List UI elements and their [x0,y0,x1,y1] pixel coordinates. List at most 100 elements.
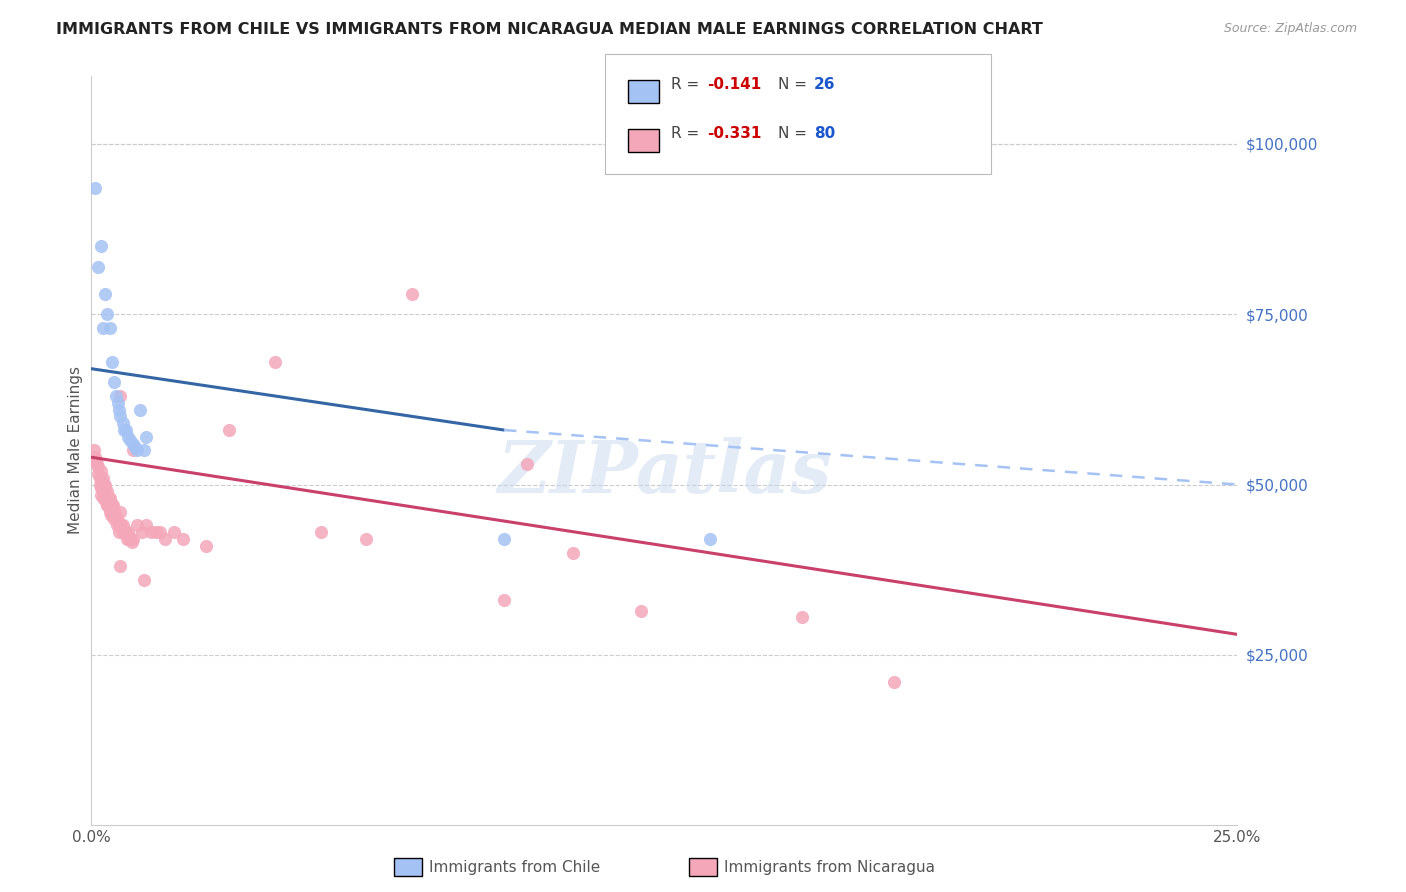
Point [121,443,143,458]
Point [110,389,132,403]
Point [492,593,515,607]
Point [105,511,128,525]
Point [101,355,124,369]
Text: IMMIGRANTS FROM CHILE VS IMMIGRANTS FROM NICARAGUA MEDIAN MALE EARNINGS CORRELAT: IMMIGRANTS FROM CHILE VS IMMIGRANTS FROM… [56,22,1043,37]
Point [309,525,332,540]
Point [97,491,120,505]
Text: 80: 80 [814,127,835,141]
Point [127,518,149,533]
Text: Immigrants from Chile: Immigrants from Chile [429,860,600,874]
Point [107,515,129,529]
Point [149,525,172,540]
Point [132,443,155,458]
Point [115,532,138,546]
Text: Immigrants from Nicaragua: Immigrants from Nicaragua [724,860,935,874]
Point [120,434,142,448]
Point [104,389,127,403]
Point [93,484,115,499]
Point [561,546,583,560]
Point [111,518,134,533]
Point [194,539,217,553]
Point [145,525,167,540]
Point [84,181,107,195]
Point [172,532,194,546]
Point [90,464,112,478]
Point [98,491,121,505]
Point [90,488,112,502]
Point [86,457,108,471]
Point [91,477,114,491]
Text: R =: R = [671,78,704,92]
Point [83,443,105,458]
Point [94,484,117,499]
Point [120,532,142,546]
Point [108,518,131,533]
Point [110,409,132,424]
Text: -0.331: -0.331 [707,127,762,141]
Point [153,532,176,546]
Point [111,525,134,540]
Point [84,453,107,467]
Point [111,416,134,430]
Text: ZIPatlas: ZIPatlas [498,437,831,508]
Point [114,525,136,540]
Point [91,471,114,485]
Point [118,532,141,546]
Point [108,559,131,574]
Point [91,321,114,335]
Point [87,467,110,482]
Point [103,376,125,390]
Point [87,260,110,274]
Point [117,430,139,444]
Point [112,525,135,540]
Point [132,573,155,587]
Point [90,239,112,253]
Point [103,505,125,519]
Point [121,535,143,549]
Point [101,505,124,519]
Point [108,402,131,417]
Point [91,484,114,499]
Point [96,498,118,512]
Point [90,474,112,488]
Point [516,457,538,471]
Point [790,610,813,624]
Point [94,494,117,508]
Point [108,525,131,540]
Point [96,484,118,499]
Point [103,498,125,512]
Text: R =: R = [671,127,704,141]
Point [128,402,150,417]
Text: -0.141: -0.141 [707,78,762,92]
Point [105,518,128,533]
Point [96,307,118,321]
Point [218,423,240,437]
Point [112,522,135,536]
Point [127,443,149,458]
Point [94,491,117,505]
Point [117,525,139,540]
Point [630,603,652,617]
Text: N =: N = [778,127,811,141]
Text: N =: N = [778,78,811,92]
Point [882,675,904,690]
Point [104,508,127,523]
Point [135,430,157,444]
Text: 26: 26 [814,78,835,92]
Point [139,525,162,540]
Point [492,532,515,546]
Point [114,423,136,437]
Point [112,423,135,437]
Point [356,532,378,546]
Point [94,286,117,301]
Point [263,355,285,369]
Point [121,436,143,450]
Point [89,477,111,491]
Point [100,508,122,523]
Point [98,321,121,335]
Point [87,460,110,475]
Point [84,450,107,465]
Point [110,505,132,519]
Point [90,481,112,495]
Point [89,471,111,485]
